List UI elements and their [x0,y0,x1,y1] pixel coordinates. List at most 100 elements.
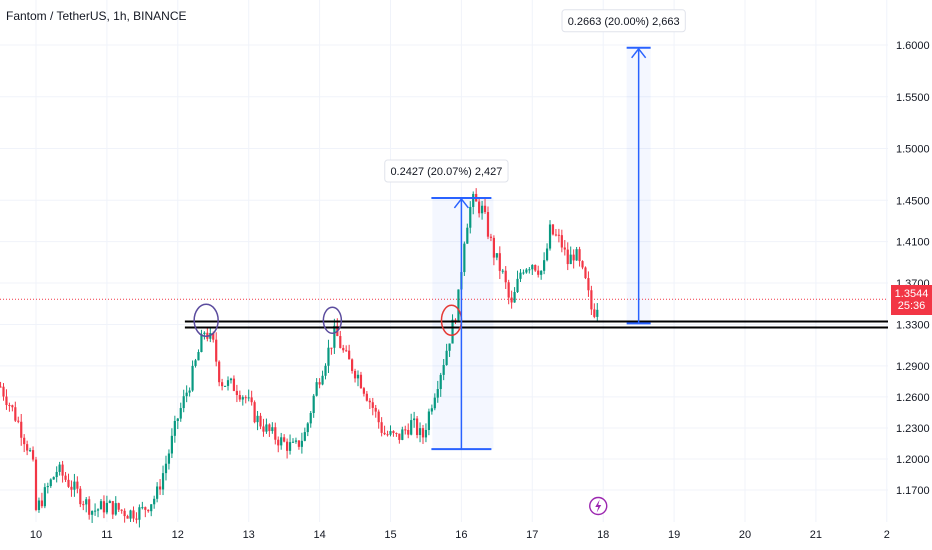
price-tick-label: 1.5000 [896,144,930,156]
flash-icon[interactable] [589,496,608,516]
candle-down [572,254,575,261]
candle-up [291,441,295,443]
candle-up [105,502,108,513]
candle-down [5,396,8,406]
candle-up [197,352,200,361]
candle-up [153,498,156,505]
candle-up [58,464,61,472]
candle-up [108,501,111,503]
candle-down [362,388,366,394]
candle-up [401,429,404,440]
candle-up [333,325,336,348]
candle-up [516,278,519,293]
candle-up [191,365,194,391]
candle-down [510,297,513,303]
candle-down [286,441,289,451]
candle-up [472,193,475,207]
candle-down [144,507,147,510]
candle-down [342,347,345,351]
candle-down [492,237,495,258]
candle-up [156,486,159,499]
time-tick-label: 19 [668,529,680,541]
touch-circles [193,303,463,338]
candle-up [280,437,283,446]
candle-down [31,450,35,460]
candle-up [129,510,132,519]
candle-up [85,499,88,505]
candles [0,188,599,528]
candle-down [238,395,241,400]
measure-label-text: 0.2427 (20.07%) 2,427 [390,166,502,178]
candle-down [126,516,129,519]
candle-up [463,243,466,273]
candle-up [469,206,472,228]
candle-up [194,360,197,366]
candle-down [407,429,410,435]
candle-down [563,247,566,250]
candle-up [55,471,58,478]
candle-down [215,339,218,362]
candle-down [483,205,487,213]
candle-up [522,272,525,274]
candle-up [73,481,76,490]
candle-up [315,382,318,396]
candle-down [534,265,537,271]
candle-up [164,463,168,474]
time-axis: 10 11 12 13 14 15 16 17 18 19 20 21 2 [30,529,890,541]
candle-down [158,486,162,490]
candle-down [67,479,70,487]
candle-down [371,402,374,408]
candle-up [200,334,203,353]
time-tick-label: 15 [384,529,396,541]
candle-down [537,270,540,275]
time-tick-label: 11 [101,529,112,541]
candle-down [392,431,395,434]
candle-down [82,504,85,506]
candle-down [14,407,17,421]
candle-up [495,253,498,258]
measure-label-box [561,9,686,33]
candle-down [123,510,126,517]
candle-down [232,378,236,391]
candle-down [557,234,560,236]
candle-down [339,336,342,348]
candle-up [439,374,442,390]
candle-down [17,420,20,422]
candle-down [132,510,135,519]
candle-down [507,282,510,298]
candle-up [43,487,46,507]
candle-down [64,475,67,480]
candle-down [79,488,82,505]
candle-up [28,450,32,452]
price-tick-label: 1.4500 [896,195,930,207]
candle-up [182,396,185,409]
candle-up [501,270,504,272]
candle-down [221,382,224,387]
candle-up [167,453,171,464]
candle-down [253,402,256,423]
candle-up [543,260,546,271]
support-level [184,320,888,329]
candle-up [226,380,230,386]
candle-down [0,386,2,388]
candle-up [49,479,52,487]
touch-circle-2 [322,306,343,335]
candle-down [88,499,91,515]
candle-down [147,509,150,512]
price-tick-label: 1.4100 [896,237,930,249]
measure-box-1 [432,197,494,450]
time-tick-label: 17 [526,529,538,541]
candle-up [513,292,516,303]
candle-down [34,459,38,510]
candle-down [297,440,301,447]
candle-down [380,422,383,433]
candle-up [300,440,303,447]
chart-title: Fantom / TetherUS, 1h, BINANCE [6,9,187,23]
candle-down [330,347,333,349]
candle-down [70,486,73,490]
candle-up [170,435,173,454]
candle-down [345,350,348,352]
candle-down [587,278,590,291]
candle-up [247,397,250,399]
